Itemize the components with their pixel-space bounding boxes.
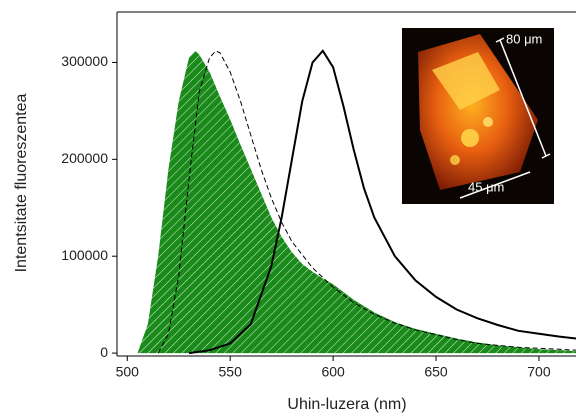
y-tick-label: 200000 — [61, 150, 108, 166]
x-tick-label: 500 — [116, 364, 140, 380]
scale-label: 80 μm — [506, 31, 542, 46]
y-tick-label: 300000 — [61, 53, 108, 69]
x-tick-label: 600 — [321, 364, 345, 380]
y-tick-label: 0 — [100, 344, 108, 360]
scale-label: 45 μm — [468, 179, 504, 194]
y-axis-label: Intentsitate fluoreszentea — [13, 94, 30, 273]
x-axis-label: Uhin-luzera (nm) — [287, 396, 406, 413]
line — [188, 49, 576, 355]
area — [137, 50, 576, 354]
x-tick-label: 700 — [527, 364, 551, 380]
x-tick-label: 550 — [219, 364, 243, 380]
line — [157, 50, 576, 354]
plot-area — [137, 49, 576, 355]
y-tick-label: 100000 — [61, 247, 108, 263]
inset-image — [402, 28, 554, 204]
x-tick-label: 650 — [424, 364, 448, 380]
